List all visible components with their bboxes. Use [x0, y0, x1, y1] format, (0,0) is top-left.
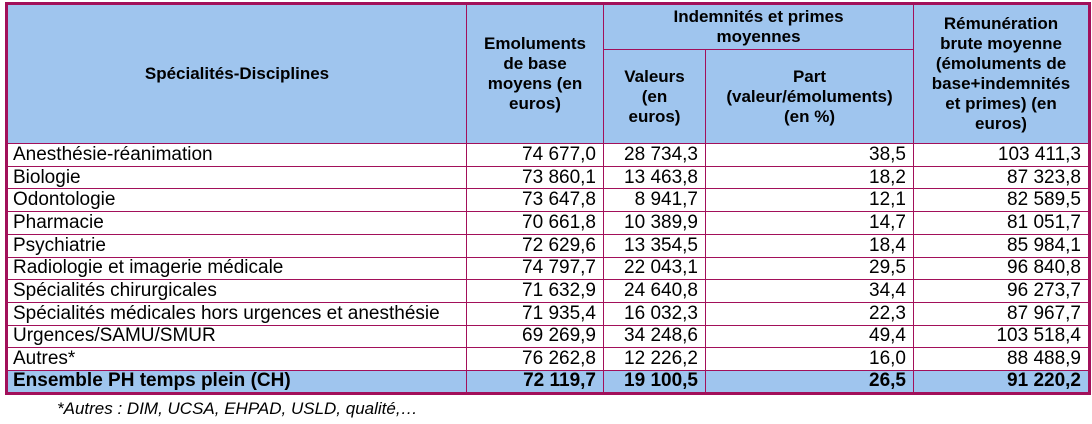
cell-valeurs: 10 389,9 [603, 211, 706, 235]
cell-remuneration: 88 488,9 [913, 347, 1090, 371]
cell-remuneration: 103 518,4 [913, 324, 1090, 349]
cell-valeurs: 8 941,7 [603, 188, 706, 213]
cell-emoluments: 72 119,7 [466, 369, 604, 394]
cell-part: 26,5 [705, 369, 914, 394]
cell-emoluments: 71 935,4 [466, 301, 604, 326]
header-indemnites-group: Indemnités et primes moyennes [603, 2, 914, 51]
cell-specialty: Psychiatrie [6, 233, 467, 258]
table-total-row: Ensemble PH temps plein (CH) 72 119,7 19… [6, 369, 1090, 394]
cell-remuneration: 85 984,1 [913, 233, 1090, 258]
cell-emoluments: 71 632,9 [466, 279, 604, 303]
cell-part: 38,5 [705, 143, 914, 167]
cell-emoluments: 73 647,8 [466, 188, 604, 213]
header-valeurs: Valeurs (en euros) [603, 49, 706, 145]
cell-specialty: Pharmacie [6, 211, 467, 235]
cell-emoluments: 74 797,7 [466, 256, 604, 281]
cell-remuneration: 96 840,8 [913, 256, 1090, 281]
cell-specialty: Odontologie [6, 188, 467, 213]
cell-part: 49,4 [705, 324, 914, 349]
cell-part: 12,1 [705, 188, 914, 213]
table-row: Radiologie et imagerie médicale 74 797,7… [6, 256, 1090, 281]
cell-specialty: Urgences/SAMU/SMUR [6, 324, 467, 349]
cell-emoluments: 70 661,8 [466, 211, 604, 235]
cell-valeurs: 16 032,3 [603, 301, 706, 326]
header-part: Part (valeur/émoluments) (en %) [705, 49, 914, 145]
cell-specialty: Biologie [6, 165, 467, 190]
table-row: Odontologie 73 647,8 8 941,7 12,1 82 589… [6, 188, 1090, 213]
cell-remuneration: 103 411,3 [913, 143, 1090, 167]
table-row: Biologie 73 860,1 13 463,8 18,2 87 323,8 [6, 165, 1090, 190]
table-row: Anesthésie-réanimation 74 677,0 28 734,3… [6, 143, 1090, 167]
cell-specialty: Anesthésie-réanimation [6, 143, 467, 167]
remuneration-table: Spécialités-Disciplines Emoluments de ba… [5, 2, 1091, 395]
cell-part: 22,3 [705, 301, 914, 326]
cell-emoluments: 73 860,1 [466, 165, 604, 190]
table-row: Spécialités chirurgicales 71 632,9 24 64… [6, 279, 1090, 303]
cell-specialty: Spécialités chirurgicales [6, 279, 467, 303]
cell-remuneration: 96 273,7 [913, 279, 1090, 303]
cell-valeurs: 28 734,3 [603, 143, 706, 167]
cell-valeurs: 13 463,8 [603, 165, 706, 190]
cell-remuneration: 82 589,5 [913, 188, 1090, 213]
cell-valeurs: 22 043,1 [603, 256, 706, 281]
cell-part: 14,7 [705, 211, 914, 235]
cell-part: 18,4 [705, 233, 914, 258]
cell-valeurs: 34 248,6 [603, 324, 706, 349]
table-row: Pharmacie 70 661,8 10 389,9 14,7 81 051,… [6, 211, 1090, 235]
table-body: Anesthésie-réanimation 74 677,0 28 734,3… [6, 143, 1090, 394]
cell-remuneration: 87 967,7 [913, 301, 1090, 326]
table-row: Psychiatrie 72 629,6 13 354,5 18,4 85 98… [6, 233, 1090, 258]
cell-specialty: Autres* [6, 347, 467, 371]
table-row: Urgences/SAMU/SMUR 69 269,9 34 248,6 49,… [6, 324, 1090, 349]
cell-specialty: Radiologie et imagerie médicale [6, 256, 467, 281]
header-remuneration: Rémunération brute moyenne (émoluments d… [913, 2, 1090, 145]
cell-emoluments: 76 262,8 [466, 347, 604, 371]
table-row: Autres* 76 262,8 12 226,2 16,0 88 488,9 [6, 347, 1090, 371]
cell-emoluments: 74 677,0 [466, 143, 604, 167]
header-specialites: Spécialités-Disciplines [6, 2, 467, 145]
cell-valeurs: 24 640,8 [603, 279, 706, 303]
cell-specialty: Ensemble PH temps plein (CH) [6, 369, 467, 394]
table-row: Spécialités médicales hors urgences et a… [6, 301, 1090, 326]
cell-emoluments: 69 269,9 [466, 324, 604, 349]
cell-valeurs: 19 100,5 [603, 369, 706, 394]
cell-part: 18,2 [705, 165, 914, 190]
cell-valeurs: 12 226,2 [603, 347, 706, 371]
header-emoluments: Emoluments de base moyens (en euros) [466, 2, 604, 145]
footnote: *Autres : DIM, UCSA, EHPAD, USLD, qualit… [57, 399, 418, 418]
table-header: Spécialités-Disciplines Emoluments de ba… [6, 2, 1090, 145]
cell-specialty: Spécialités médicales hors urgences et a… [6, 301, 467, 326]
cell-remuneration: 91 220,2 [913, 369, 1090, 394]
cell-part: 16,0 [705, 347, 914, 371]
cell-remuneration: 81 051,7 [913, 211, 1090, 235]
cell-part: 34,4 [705, 279, 914, 303]
cell-part: 29,5 [705, 256, 914, 281]
cell-valeurs: 13 354,5 [603, 233, 706, 258]
cell-emoluments: 72 629,6 [466, 233, 604, 258]
cell-remuneration: 87 323,8 [913, 165, 1090, 190]
